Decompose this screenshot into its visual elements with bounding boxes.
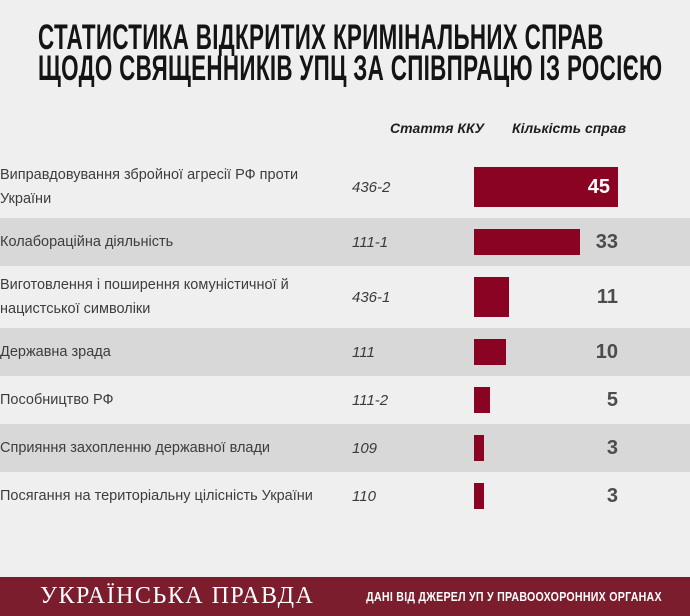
table-row: Державна зрада 111 10 bbox=[0, 328, 690, 376]
row-count: 45 bbox=[587, 176, 610, 198]
bar-table: Виправдовування збройної агресії РФ прот… bbox=[0, 156, 690, 520]
row-bar-cell: 5 bbox=[474, 383, 618, 417]
row-article-code: 436-2 bbox=[352, 178, 391, 196]
bar bbox=[474, 339, 506, 365]
row-article-code: 111 bbox=[352, 343, 375, 361]
table-row: Виготовлення і поширення комуністичної й… bbox=[0, 266, 690, 328]
bar bbox=[474, 483, 484, 509]
row-article-code: 436-1 bbox=[352, 288, 391, 306]
column-header-count: Кількість справ bbox=[512, 120, 627, 136]
column-header-article: Стаття ККУ bbox=[390, 120, 485, 136]
row-bar-cell: 11 bbox=[474, 273, 618, 321]
row-count: 10 bbox=[595, 341, 618, 363]
row-bar-cell: 45 bbox=[474, 163, 618, 211]
row-count: 3 bbox=[606, 485, 618, 507]
row-count: 3 bbox=[606, 437, 618, 459]
row-label: Виправдовування збройної агресії РФ прот… bbox=[0, 167, 299, 207]
page-title: СТАТИСТИКА ВІДКРИТИХ КРИМІНАЛЬНИХ СПРАВ … bbox=[38, 20, 690, 88]
bar bbox=[474, 277, 509, 317]
row-label: Виготовлення і поширення комуністичної й… bbox=[0, 277, 289, 317]
row-bar-cell: 10 bbox=[474, 335, 618, 369]
brand-logo: УКРАЇНСЬКА ПРАВДА bbox=[40, 583, 315, 609]
row-count: 11 bbox=[596, 286, 618, 308]
bar bbox=[474, 435, 484, 461]
row-article-code: 111-2 bbox=[352, 391, 389, 409]
row-label: Посягання на територіальну цілісність Ук… bbox=[0, 488, 313, 504]
table-row: Сприяння захопленню державної влади 109 3 bbox=[0, 424, 690, 472]
row-label: Колабораційна діяльність bbox=[0, 234, 174, 250]
bar bbox=[474, 387, 490, 413]
column-header-spacer bbox=[38, 120, 390, 136]
table-row: Посягання на територіальну цілісність Ук… bbox=[0, 472, 690, 520]
row-label: Сприяння захопленню державної влади bbox=[0, 440, 271, 456]
row-label: Пособництво РФ bbox=[0, 392, 114, 408]
data-source-note: ДАНІ ВІД ДЖЕРЕЛ УП У ПРАВООХОРОННИХ ОРГА… bbox=[366, 589, 663, 604]
bar bbox=[474, 167, 618, 207]
row-label: Державна зрада bbox=[0, 344, 111, 360]
bar bbox=[474, 229, 580, 255]
table-row: Колабораційна діяльність 111-1 33 bbox=[0, 218, 690, 266]
row-count: 5 bbox=[606, 389, 618, 411]
footer: УКРАЇНСЬКА ПРАВДА ДАНІ ВІД ДЖЕРЕЛ УП У П… bbox=[0, 577, 690, 616]
row-bar-cell: 3 bbox=[474, 479, 618, 513]
table-row: Пособництво РФ 111-2 5 bbox=[0, 376, 690, 424]
row-count: 33 bbox=[595, 231, 618, 253]
row-bar-cell: 33 bbox=[474, 225, 618, 259]
row-article-code: 111-1 bbox=[352, 233, 389, 251]
table-header: Стаття ККУ Кількість справ bbox=[0, 120, 690, 136]
row-article-code: 110 bbox=[352, 487, 376, 505]
table-row: Виправдовування збройної агресії РФ прот… bbox=[0, 156, 690, 218]
page-title-line2: ЩОДО СВЯЩЕННИКІВ УПЦ ЗА СПІВПРАЦЮ ІЗ РОС… bbox=[38, 49, 663, 88]
row-bar-cell: 3 bbox=[474, 431, 618, 465]
row-article-code: 109 bbox=[352, 439, 378, 457]
